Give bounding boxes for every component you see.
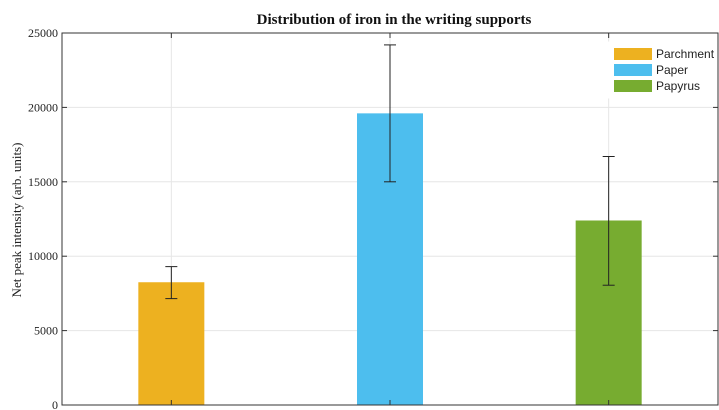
y-tick-label-1: 5000: [34, 324, 58, 338]
plot-frame: [61, 32, 719, 406]
legend-swatch-papyrus: [614, 80, 652, 92]
y-tick-label-3: 15000: [28, 175, 58, 189]
y-tick-label-4: 20000: [28, 100, 58, 114]
legend-label-papyrus: Papyrus: [656, 79, 700, 93]
chart-title: Distribution of iron in the writing supp…: [257, 12, 532, 28]
y-tick-label-5: 25000: [28, 26, 58, 40]
bar-parchment: [138, 282, 205, 405]
y-axis-label: Net peak intensity (arb. units): [9, 143, 24, 298]
legend: Parchment Paper Papyrus: [605, 41, 715, 99]
y-tick-label-0: 0: [52, 398, 58, 410]
y-tick-label-2: 10000: [28, 249, 58, 263]
legend-label-parchment: Parchment: [656, 47, 715, 61]
bars: [138, 44, 642, 406]
axes: 0 5000 10000 15000 20000 25000: [28, 26, 719, 410]
legend-label-paper: Paper: [656, 63, 688, 77]
legend-swatch-paper: [614, 64, 652, 76]
legend-swatch-parchment: [614, 48, 652, 60]
